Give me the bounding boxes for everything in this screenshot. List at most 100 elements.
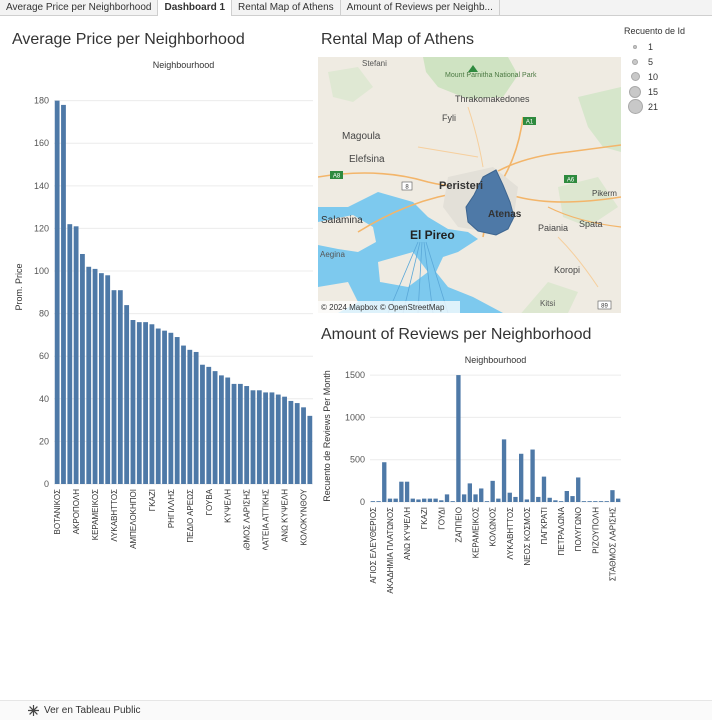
rental-map[interactable]: 8 A1 A8 A6 89 Stefani Mount Parnitha Nat… bbox=[318, 57, 621, 313]
bar[interactable] bbox=[530, 449, 535, 502]
bar[interactable] bbox=[393, 498, 398, 502]
bar[interactable] bbox=[461, 494, 467, 502]
bar[interactable] bbox=[376, 501, 381, 502]
bar[interactable] bbox=[541, 476, 547, 502]
bar[interactable] bbox=[200, 364, 205, 484]
bar[interactable] bbox=[558, 501, 564, 502]
bar[interactable] bbox=[593, 501, 598, 502]
bar[interactable] bbox=[294, 403, 300, 484]
legend-item[interactable]: 5 bbox=[624, 54, 710, 69]
bar[interactable] bbox=[479, 488, 484, 502]
tab-average-price[interactable]: Average Price per Neighborhood bbox=[0, 0, 159, 15]
bar[interactable] bbox=[73, 226, 79, 484]
road-shield-a8 bbox=[330, 171, 343, 179]
bar[interactable] bbox=[467, 483, 472, 502]
bar[interactable] bbox=[219, 375, 224, 484]
bar[interactable] bbox=[256, 390, 262, 484]
bar[interactable] bbox=[433, 498, 438, 502]
bar[interactable] bbox=[439, 500, 444, 502]
legend-item[interactable]: 15 bbox=[624, 84, 710, 99]
bar[interactable] bbox=[513, 496, 518, 502]
bar[interactable] bbox=[387, 498, 393, 502]
bar[interactable] bbox=[456, 375, 461, 502]
bar[interactable] bbox=[587, 501, 592, 502]
bar[interactable] bbox=[61, 104, 66, 484]
bar[interactable] bbox=[244, 386, 250, 484]
bar[interactable] bbox=[570, 496, 575, 502]
bar[interactable] bbox=[547, 497, 552, 502]
view-on-tableau-public-link[interactable]: Ver en Tableau Public bbox=[28, 705, 141, 716]
bar[interactable] bbox=[564, 491, 569, 502]
bar[interactable] bbox=[193, 351, 199, 484]
bar[interactable] bbox=[307, 415, 313, 484]
bar[interactable] bbox=[155, 328, 161, 484]
bar[interactable] bbox=[524, 499, 530, 502]
bar[interactable] bbox=[288, 400, 294, 484]
bar[interactable] bbox=[604, 501, 609, 502]
bar[interactable] bbox=[598, 501, 604, 502]
bar[interactable] bbox=[187, 349, 193, 484]
bar[interactable] bbox=[143, 322, 148, 484]
bar[interactable] bbox=[206, 366, 212, 484]
bar[interactable] bbox=[422, 498, 427, 502]
bar[interactable] bbox=[610, 490, 615, 502]
bar[interactable] bbox=[67, 224, 73, 484]
size-circle-icon bbox=[627, 99, 643, 114]
bar[interactable] bbox=[450, 501, 455, 502]
bar[interactable] bbox=[212, 371, 218, 484]
bar[interactable] bbox=[576, 477, 581, 502]
bar[interactable] bbox=[149, 324, 155, 484]
bar[interactable] bbox=[519, 453, 524, 502]
bar[interactable] bbox=[581, 501, 587, 502]
bar[interactable] bbox=[225, 377, 231, 484]
bar[interactable] bbox=[237, 383, 243, 484]
bar[interactable] bbox=[111, 290, 117, 484]
legend-item[interactable]: 1 bbox=[624, 39, 710, 54]
bar[interactable] bbox=[168, 332, 174, 484]
bar[interactable] bbox=[282, 396, 287, 484]
bar[interactable] bbox=[174, 337, 180, 484]
bar[interactable] bbox=[105, 275, 111, 484]
bar[interactable] bbox=[86, 266, 92, 484]
bar[interactable] bbox=[496, 498, 501, 502]
bar[interactable] bbox=[404, 481, 410, 502]
bar[interactable] bbox=[553, 500, 558, 502]
bar[interactable] bbox=[162, 330, 167, 484]
bar[interactable] bbox=[181, 345, 186, 484]
bar[interactable] bbox=[399, 481, 404, 502]
bar[interactable] bbox=[615, 498, 621, 502]
bar[interactable] bbox=[507, 492, 512, 502]
bar[interactable] bbox=[370, 501, 376, 502]
bar[interactable] bbox=[80, 253, 85, 484]
legend-item[interactable]: 10 bbox=[624, 69, 710, 84]
bar[interactable] bbox=[490, 480, 495, 502]
bar[interactable] bbox=[269, 392, 275, 484]
bar[interactable] bbox=[130, 320, 136, 484]
bar[interactable] bbox=[416, 499, 421, 502]
tab-amount-reviews[interactable]: Amount of Reviews per Neighb... bbox=[341, 0, 500, 15]
bar[interactable] bbox=[250, 390, 256, 484]
bar[interactable] bbox=[263, 392, 269, 484]
bar[interactable] bbox=[231, 383, 237, 484]
bar[interactable] bbox=[54, 100, 60, 484]
reviews-chart[interactable]: Neighbourhood 0 500 1000 1500 Recuento de Rev… bbox=[318, 350, 624, 630]
bar[interactable] bbox=[536, 496, 541, 502]
bar[interactable] bbox=[124, 305, 130, 484]
bar[interactable] bbox=[427, 498, 433, 502]
bar[interactable] bbox=[136, 322, 142, 484]
bar[interactable] bbox=[382, 462, 387, 502]
bar[interactable] bbox=[301, 407, 306, 484]
bar[interactable] bbox=[501, 439, 507, 502]
price-chart[interactable]: Neighbourhood 0 20 40 60 80 100 120 140 160 180 Pro… bbox=[0, 55, 318, 550]
tab-rental-map[interactable]: Rental Map of Athens bbox=[232, 0, 341, 15]
bar[interactable] bbox=[484, 501, 490, 502]
bar[interactable] bbox=[444, 494, 450, 502]
bar[interactable] bbox=[92, 268, 98, 484]
bar[interactable] bbox=[410, 498, 415, 502]
tab-dashboard-1[interactable]: Dashboard 1 bbox=[158, 0, 233, 16]
bar[interactable] bbox=[275, 394, 281, 484]
bar[interactable] bbox=[117, 290, 123, 484]
legend-item[interactable]: 21 bbox=[624, 99, 710, 114]
bar[interactable] bbox=[473, 494, 478, 502]
bar[interactable] bbox=[98, 273, 104, 484]
